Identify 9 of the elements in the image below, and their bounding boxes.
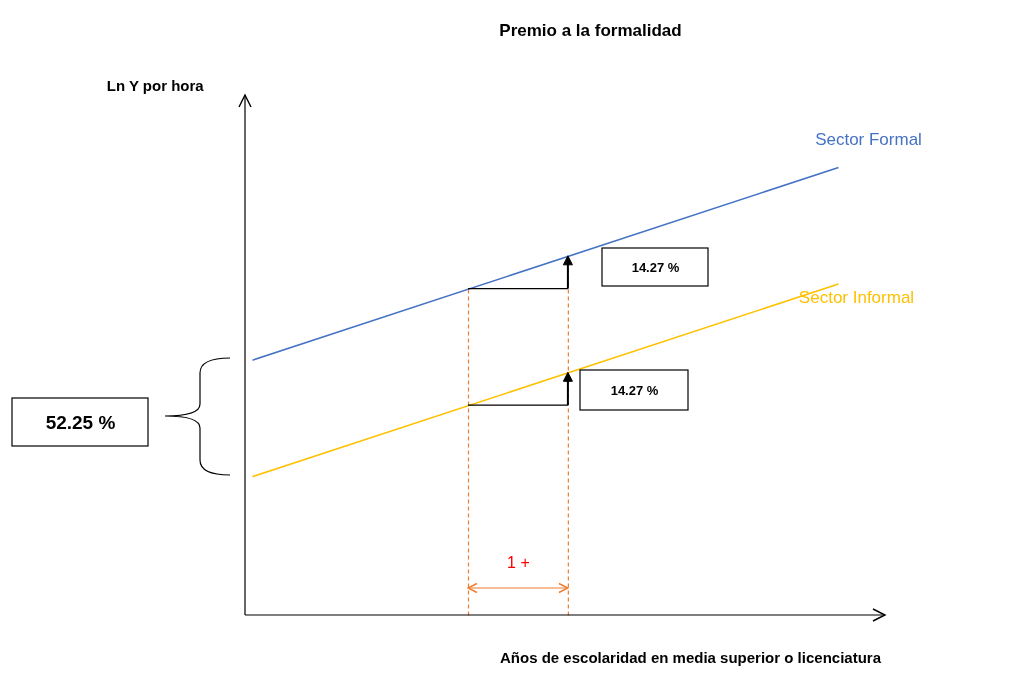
annotation: 14.27 % [610, 383, 659, 398]
annotation: 1 + [507, 554, 530, 571]
y-axis-title: Ln Y por hora [106, 77, 205, 94]
annotation: 52.25 % [45, 412, 116, 433]
x-axis-title: Años de escolaridad en media superior o licenciatura [500, 648, 882, 666]
annotation: 14.27 % [631, 260, 680, 275]
chart-title: Premio a la formalidad [499, 21, 682, 40]
series-label: Sector Informal [798, 288, 915, 308]
series-label: Sector Formal [815, 130, 922, 149]
